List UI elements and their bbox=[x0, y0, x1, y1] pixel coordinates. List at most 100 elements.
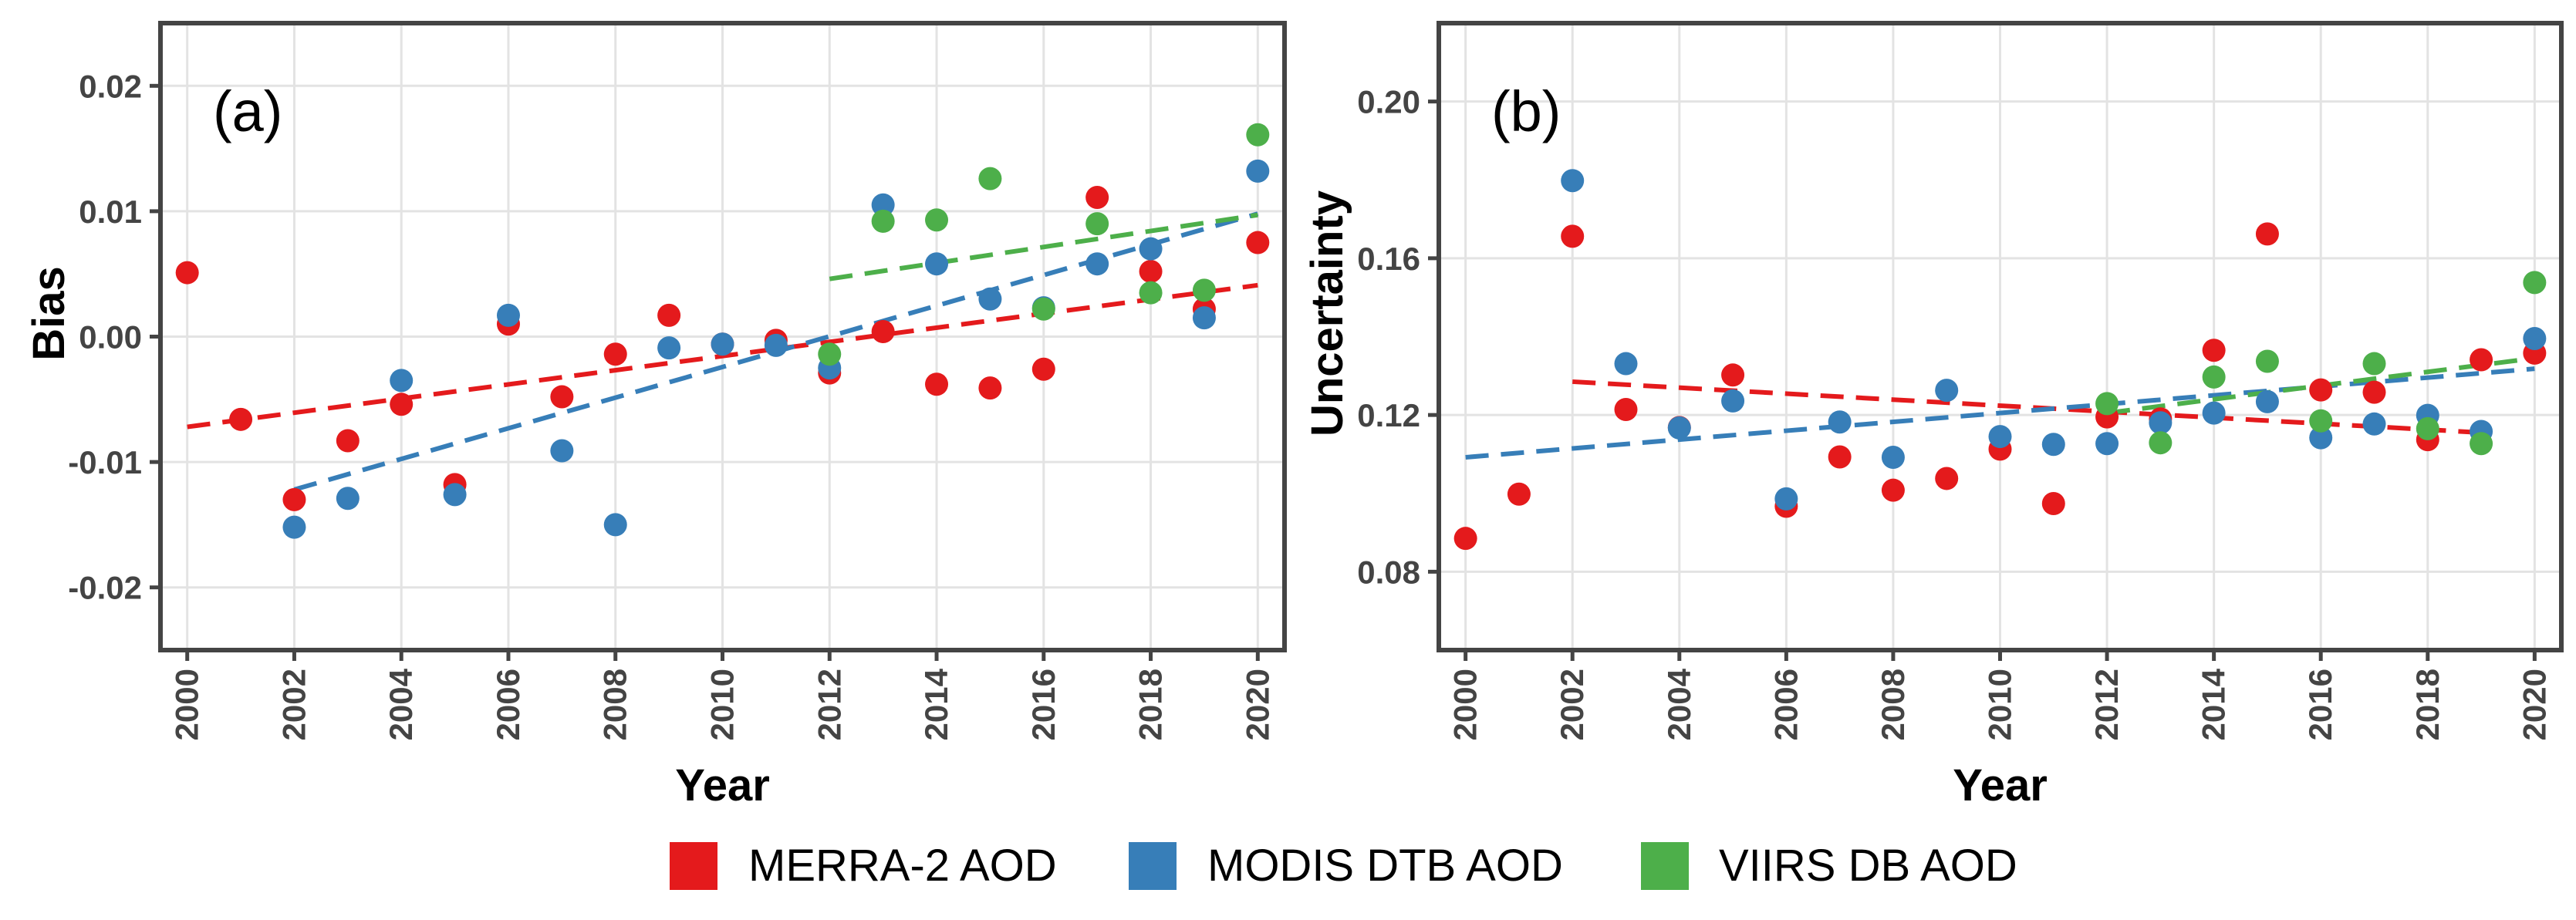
b-ytick-label-0-08: 0.08 bbox=[1357, 554, 1420, 590]
b-xtick-label-2004: 2004 bbox=[1661, 668, 1697, 740]
a-point-modis-dtb-aod-2009 bbox=[657, 336, 681, 360]
legend-entry-viirs: VIIRS DB AOD bbox=[1641, 841, 2017, 891]
a-xtick-label-2006: 2006 bbox=[490, 669, 526, 740]
a-point-modis-dtb-aod-2019 bbox=[1192, 306, 1216, 330]
a-point-modis-dtb-aod-2008 bbox=[603, 513, 627, 537]
a-point-merra-2-aod-2018 bbox=[1139, 259, 1163, 283]
b-point-viirs-db-aod-2016 bbox=[2309, 409, 2333, 433]
b-xaxis-title: Year bbox=[1953, 760, 2048, 810]
legend-swatch-modis bbox=[1129, 842, 1177, 890]
a-ytick-label-0-00: 0.00 bbox=[79, 319, 142, 356]
b-ytick-label-0-20: 0.20 bbox=[1357, 84, 1420, 120]
a-point-viirs-db-aod-2019 bbox=[1192, 278, 1216, 302]
a-xaxis-title: Year bbox=[675, 760, 770, 810]
a-point-viirs-db-aod-2018 bbox=[1139, 281, 1163, 305]
panel-a-bias: 2000 2002 2004 2006 2008 2010 2012 2014 2016 2018… bbox=[24, 21, 1287, 810]
a-ytick-label-0-01: 0.01 bbox=[79, 194, 142, 230]
legend-entry-merra: MERRA-2 AOD bbox=[670, 841, 1057, 891]
b-point-viirs-db-aod-2012 bbox=[2095, 392, 2119, 416]
a-xtick-label-2002: 2002 bbox=[275, 669, 312, 740]
legend-swatch-viirs bbox=[1641, 842, 1689, 890]
b-point-merra-2-aod-2001 bbox=[1507, 482, 1531, 506]
b-trend-merra-2-aod bbox=[1572, 379, 2482, 435]
b-xtick-label-2000: 2000 bbox=[1447, 669, 1484, 740]
a-point-merra-2-aod-2020 bbox=[1246, 231, 1270, 254]
legend: MERRA-2 AOD MODIS DTB AOD VIIRS DB AOD bbox=[670, 841, 2017, 891]
a-point-viirs-db-aod-2014 bbox=[925, 208, 949, 232]
a-ytick-label-0-02: 0.02 bbox=[79, 68, 142, 104]
b-gridlines bbox=[1439, 23, 2561, 650]
a-point-merra-2-aod-2017 bbox=[1085, 186, 1109, 210]
b-point-viirs-db-aod-2018 bbox=[2416, 416, 2439, 440]
a-xtick-label-2020: 2020 bbox=[1239, 669, 1275, 740]
a-point-modis-dtb-aod-2005 bbox=[443, 483, 467, 507]
a-point-modis-dtb-aod-2002 bbox=[282, 515, 306, 539]
b-point-modis-dtb-aod-2003 bbox=[1614, 352, 1638, 376]
legend-label-merra: MERRA-2 AOD bbox=[748, 841, 1057, 891]
a-point-merra-2-aod-2003 bbox=[336, 429, 360, 453]
b-xtick-label-2018: 2018 bbox=[2409, 669, 2446, 740]
b-point-modis-dtb-aod-2007 bbox=[1828, 410, 1852, 434]
a-point-viirs-db-aod-2016 bbox=[1031, 297, 1055, 321]
b-point-merra-2-aod-2015 bbox=[2255, 222, 2279, 246]
a-xtick-label-2010: 2010 bbox=[704, 669, 741, 740]
a-point-merra-2-aod-2001 bbox=[229, 407, 253, 431]
b-point-merra-2-aod-2007 bbox=[1828, 445, 1852, 469]
b-series-modis-dtb-aod bbox=[1561, 169, 2547, 511]
a-xtick-label-2008: 2008 bbox=[597, 669, 633, 740]
b-xtick-label-2012: 2012 bbox=[2088, 669, 2125, 740]
a-point-merra-2-aod-2013 bbox=[871, 319, 895, 343]
b-point-modis-dtb-aod-2004 bbox=[1667, 416, 1691, 440]
a-point-merra-2-aod-2016 bbox=[1031, 357, 1055, 381]
a-point-modis-dtb-aod-2020 bbox=[1246, 159, 1270, 183]
b-xtick-label-2010: 2010 bbox=[1982, 669, 2018, 740]
a-point-merra-2-aod-2004 bbox=[390, 393, 414, 416]
a-trend-viirs-db-aod bbox=[829, 212, 1258, 281]
a-point-modis-dtb-aod-2014 bbox=[925, 252, 949, 276]
b-xtick-label-2014: 2014 bbox=[2196, 668, 2232, 740]
b-point-merra-2-aod-2002 bbox=[1561, 224, 1585, 248]
a-point-modis-dtb-aod-2004 bbox=[390, 369, 414, 393]
b-point-merra-2-aod-2000 bbox=[1453, 527, 1477, 551]
a-point-modis-dtb-aod-2015 bbox=[978, 287, 1002, 311]
b-trend-modis-dtb-aod bbox=[1465, 366, 2535, 460]
b-point-modis-dtb-aod-2017 bbox=[2362, 412, 2386, 436]
a-series-modis-dtb-aod bbox=[282, 159, 1270, 539]
b-point-modis-dtb-aod-2012 bbox=[2095, 432, 2119, 456]
b-point-viirs-db-aod-2020 bbox=[2523, 271, 2547, 295]
b-point-merra-2-aod-2016 bbox=[2309, 378, 2333, 402]
a-ytick-label-0-01: -0.01 bbox=[68, 444, 142, 480]
a-point-modis-dtb-aod-2006 bbox=[496, 303, 520, 327]
b-point-merra-2-aod-2011 bbox=[2041, 491, 2065, 515]
b-xtick-label-2016: 2016 bbox=[2302, 669, 2338, 740]
a-point-merra-2-aod-2007 bbox=[550, 385, 574, 409]
b-point-viirs-db-aod-2015 bbox=[2255, 349, 2279, 373]
b-point-modis-dtb-aod-2016 bbox=[2309, 426, 2333, 450]
b-point-viirs-db-aod-2017 bbox=[2362, 352, 2386, 376]
a-point-modis-dtb-aod-2017 bbox=[1085, 252, 1109, 276]
b-ytick-label-0-12: 0.12 bbox=[1357, 397, 1420, 433]
a-point-modis-dtb-aod-2010 bbox=[711, 332, 734, 356]
a-point-modis-dtb-aod-2011 bbox=[764, 333, 788, 357]
a-point-merra-2-aod-2015 bbox=[978, 376, 1002, 400]
a-point-modis-dtb-aod-2013 bbox=[871, 193, 895, 217]
a-xtick-label-2004: 2004 bbox=[383, 668, 419, 740]
a-point-merra-2-aod-2000 bbox=[175, 261, 199, 285]
b-point-merra-2-aod-2008 bbox=[1881, 478, 1905, 502]
b-point-viirs-db-aod-2019 bbox=[2470, 432, 2493, 456]
b-point-merra-2-aod-2005 bbox=[1721, 363, 1745, 387]
b-point-modis-dtb-aod-2014 bbox=[2202, 401, 2226, 425]
a-trend-merra-2-aod bbox=[187, 282, 1258, 430]
panel-b-uncertainty: 2000 2002 2004 2006 2008 2010 2012 2014 2016 2018… bbox=[1302, 21, 2564, 810]
b-point-merra-2-aod-2003 bbox=[1614, 398, 1638, 422]
a-point-merra-2-aod-2014 bbox=[925, 372, 949, 396]
b-series-viirs-db-aod bbox=[2095, 271, 2547, 456]
b-point-viirs-db-aod-2014 bbox=[2202, 365, 2226, 389]
b-point-modis-dtb-aod-2010 bbox=[1988, 425, 2012, 449]
b-point-viirs-db-aod-2013 bbox=[2149, 431, 2173, 455]
b-point-modis-dtb-aod-2015 bbox=[2255, 389, 2279, 413]
a-xtick-label-2012: 2012 bbox=[811, 669, 847, 740]
a-yaxis-title: Bias bbox=[24, 266, 74, 361]
b-point-merra-2-aod-2019 bbox=[2470, 348, 2493, 372]
